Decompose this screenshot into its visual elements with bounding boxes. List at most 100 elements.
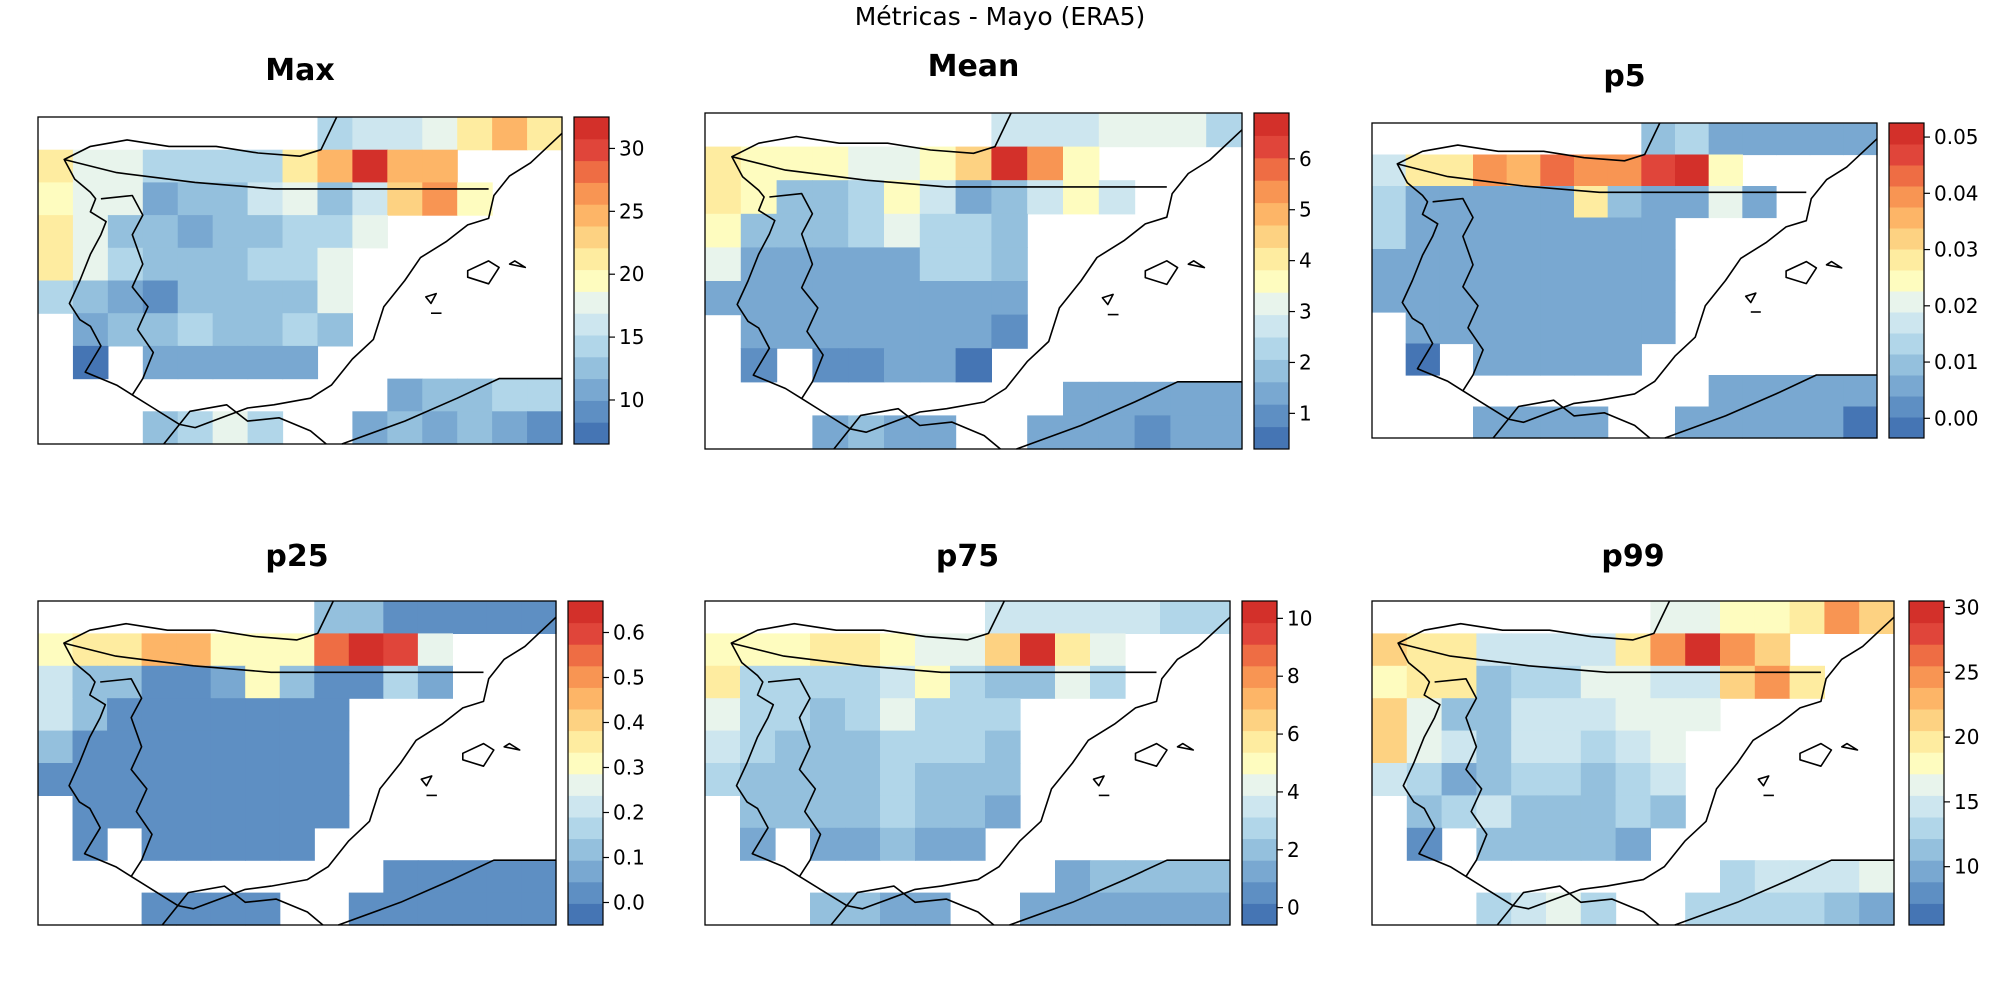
colorbar-segment — [1254, 337, 1289, 360]
heatmap-cell — [1685, 665, 1721, 699]
heatmap-cell — [1027, 180, 1064, 215]
heatmap-cell — [245, 795, 281, 829]
heatmap-cell — [212, 411, 249, 445]
heatmap-cell — [884, 247, 921, 282]
colorbar-segment — [1254, 292, 1289, 316]
heatmap-cell — [107, 633, 143, 667]
heatmap-cell — [142, 411, 179, 445]
heatmap-cell — [1650, 665, 1686, 699]
heatmap-cell — [107, 665, 143, 699]
coastline — [1841, 742, 1859, 751]
heatmap-cell — [919, 281, 957, 316]
map-frame — [1371, 122, 1878, 439]
heatmap-cell — [1580, 730, 1617, 764]
heatmap-cell — [848, 180, 885, 215]
panel-title: Mean — [928, 49, 1020, 84]
coastline — [731, 642, 1157, 674]
heatmap-cell — [880, 633, 916, 667]
coastline — [63, 116, 563, 429]
heatmap-cell — [417, 860, 453, 894]
heatmap-cell — [141, 827, 177, 861]
heatmap-cell — [1742, 123, 1777, 156]
heatmap-cell — [348, 892, 384, 926]
heatmap-cell — [848, 146, 885, 181]
colorbar-segment — [1254, 314, 1289, 338]
heatmap-cell — [1641, 186, 1676, 219]
heatmap-cell — [212, 149, 249, 183]
heatmap-cell — [1540, 217, 1575, 250]
heatmap-cell — [1020, 892, 1056, 926]
colorbar-tick-label: 20 — [1954, 725, 1979, 749]
heatmap-cell — [417, 892, 453, 926]
coastline — [338, 859, 556, 926]
coastline — [769, 192, 824, 400]
heatmap-cell — [1511, 730, 1547, 764]
colorbar-segment — [1889, 333, 1924, 355]
colorbar-segment — [568, 730, 603, 753]
heatmap-cell — [1708, 375, 1743, 408]
colorbar-segment — [574, 226, 609, 249]
heatmap-cell — [1372, 698, 1408, 732]
heatmap-cell — [417, 633, 453, 667]
heatmap-cell — [314, 763, 350, 796]
colorbar-segment — [1242, 665, 1277, 688]
colorbar-segment — [1242, 903, 1277, 926]
coastline — [1825, 260, 1843, 269]
heatmap-cell — [812, 415, 849, 450]
heatmap-cell — [176, 665, 212, 699]
heatmap-cell — [1685, 892, 1721, 926]
colorbar-tick-label: 25 — [1954, 660, 1979, 684]
heatmap-cell — [775, 665, 811, 699]
heatmap-cell — [1506, 343, 1541, 376]
heatmap-cell — [1090, 633, 1126, 667]
colorbar-segment — [574, 356, 609, 380]
colorbar-segment — [1254, 426, 1289, 450]
coastline — [1176, 742, 1195, 751]
heatmap-cell — [1574, 217, 1609, 250]
heatmap-cell — [1580, 795, 1617, 829]
heatmap-cell — [1020, 601, 1056, 634]
heatmap-cell — [1098, 415, 1136, 450]
heatmap-cell — [1742, 406, 1777, 439]
heatmap-cell — [845, 763, 881, 796]
heatmap-cell — [1441, 633, 1477, 667]
colorbar-tick-label: 4 — [1299, 249, 1312, 273]
panel-p5: p5 0.00 0.01 0.02 0.03 0.04 0.05 — [1371, 59, 1979, 439]
colorbar-segment — [1909, 730, 1944, 753]
colorbar-segment — [568, 709, 603, 732]
colorbar-segment — [1889, 123, 1924, 145]
heatmap-cell — [1650, 795, 1686, 829]
heatmap-cell — [282, 215, 319, 249]
heatmap-cell — [1372, 763, 1408, 796]
heatmap-cell — [1372, 665, 1408, 699]
heatmap-cell — [1439, 217, 1474, 250]
heatmap-cell — [1473, 343, 1508, 376]
heatmap-cell — [776, 146, 813, 181]
heatmap-cell — [985, 633, 1021, 667]
heatmap-cell — [1170, 415, 1207, 450]
heatmap-cell — [422, 378, 458, 412]
heatmap-cell — [527, 411, 563, 445]
heatmap-cell — [1754, 860, 1791, 894]
colorbar-frame — [573, 116, 610, 445]
colorbar-tick-label: 30 — [1954, 595, 1979, 619]
heatmap-cell — [527, 378, 563, 412]
heatmap-cell — [950, 827, 986, 861]
heatmap-cell — [985, 730, 1021, 764]
heatmap-cell — [955, 314, 992, 349]
coastline — [1187, 260, 1206, 269]
heatmap-cell — [1546, 892, 1582, 926]
colorbar-tick-label: 0.00 — [1934, 406, 1979, 430]
heatmap-cell — [705, 698, 741, 732]
heatmap-cell — [1206, 415, 1243, 450]
heatmap-cell — [1406, 763, 1443, 796]
heatmap-cell — [1675, 186, 1710, 219]
heatmap-cell — [1160, 601, 1196, 634]
colorbar-segment — [1889, 417, 1924, 439]
heatmap-cell — [776, 281, 813, 316]
colorbar-tick-label: 0.01 — [1934, 350, 1979, 374]
heatmap-cell — [176, 633, 212, 667]
colorbar-segment — [1909, 709, 1944, 732]
heatmap-cell — [705, 213, 742, 248]
heatmap-cell — [950, 698, 986, 732]
